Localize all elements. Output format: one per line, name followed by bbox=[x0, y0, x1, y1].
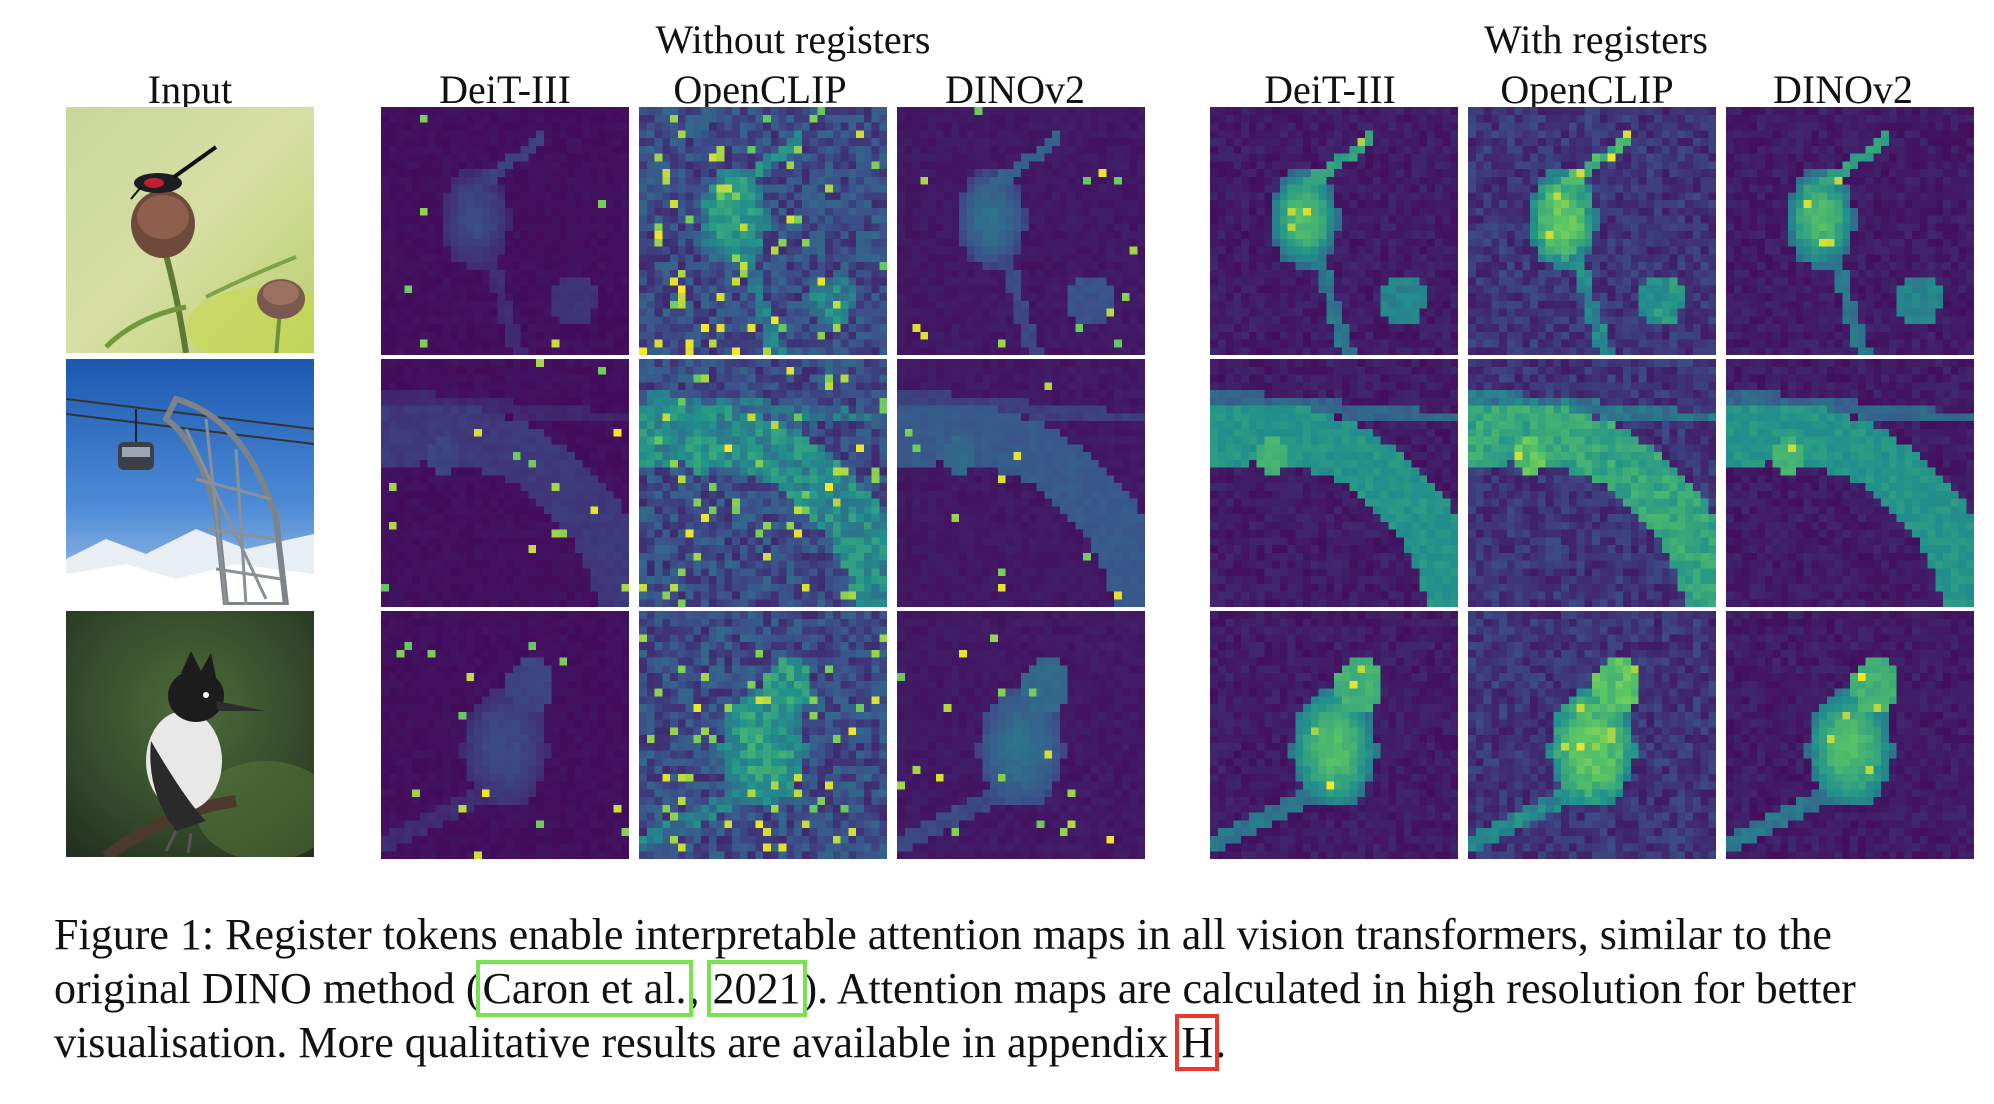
header-dinov2-with: DINOv2 bbox=[1773, 67, 1913, 112]
attention-map-dinov2-with-kingfisher bbox=[1726, 611, 1974, 859]
header-deit-with: DeiT-III bbox=[1264, 67, 1396, 112]
attention-map-openclip-with-moth bbox=[1468, 107, 1716, 355]
header-openclip-with: OpenCLIP bbox=[1500, 67, 1674, 112]
attention-map-dinov2-without-cable-car bbox=[897, 359, 1145, 607]
attention-map-deit-without-moth bbox=[381, 107, 629, 355]
input-image-kingfisher bbox=[66, 611, 314, 857]
input-image-cable-car bbox=[66, 359, 314, 605]
figure-caption: Figure 1: Register tokens enable interpr… bbox=[54, 908, 1954, 1071]
caption-cite-separator: , bbox=[688, 964, 711, 1013]
attention-map-openclip-with-kingfisher bbox=[1468, 611, 1716, 859]
caption-text-1: Figure 1: Register tokens enable interpr… bbox=[54, 910, 1832, 1013]
attention-map-deit-without-kingfisher bbox=[381, 611, 629, 859]
citation-link-year[interactable]: 2021 bbox=[706, 960, 807, 1017]
citation-link-author[interactable]: Caron et al. bbox=[476, 960, 693, 1017]
attention-map-openclip-without-moth bbox=[639, 107, 887, 355]
attention-map-deit-without-cable-car bbox=[381, 359, 629, 607]
header-deit-without: DeiT-III bbox=[439, 67, 571, 112]
attention-map-deit-with-moth bbox=[1210, 107, 1458, 355]
header-openclip-without: OpenCLIP bbox=[673, 67, 847, 112]
caption-text-2: ). Attention maps are calculated in high… bbox=[54, 964, 1856, 1067]
attention-map-deit-with-kingfisher bbox=[1210, 611, 1458, 859]
attention-map-openclip-without-cable-car bbox=[639, 359, 887, 607]
header-input: Input bbox=[147, 67, 233, 112]
input-image-moth bbox=[66, 107, 314, 353]
attention-map-openclip-with-cable-car bbox=[1468, 359, 1716, 607]
header-without-registers: Without registers bbox=[655, 17, 931, 62]
attention-map-deit-with-cable-car bbox=[1210, 359, 1458, 607]
header-dinov2-without: DINOv2 bbox=[945, 67, 1085, 112]
header-with-registers: With registers bbox=[1484, 17, 1708, 62]
attention-map-dinov2-with-moth bbox=[1726, 107, 1974, 355]
appendix-link[interactable]: H bbox=[1175, 1014, 1220, 1071]
attention-map-dinov2-with-cable-car bbox=[1726, 359, 1974, 607]
attention-map-openclip-without-kingfisher bbox=[639, 611, 887, 859]
caption-text-3: . bbox=[1215, 1018, 1227, 1067]
attention-map-dinov2-without-kingfisher bbox=[897, 611, 1145, 859]
attention-map-dinov2-without-moth bbox=[897, 107, 1145, 355]
